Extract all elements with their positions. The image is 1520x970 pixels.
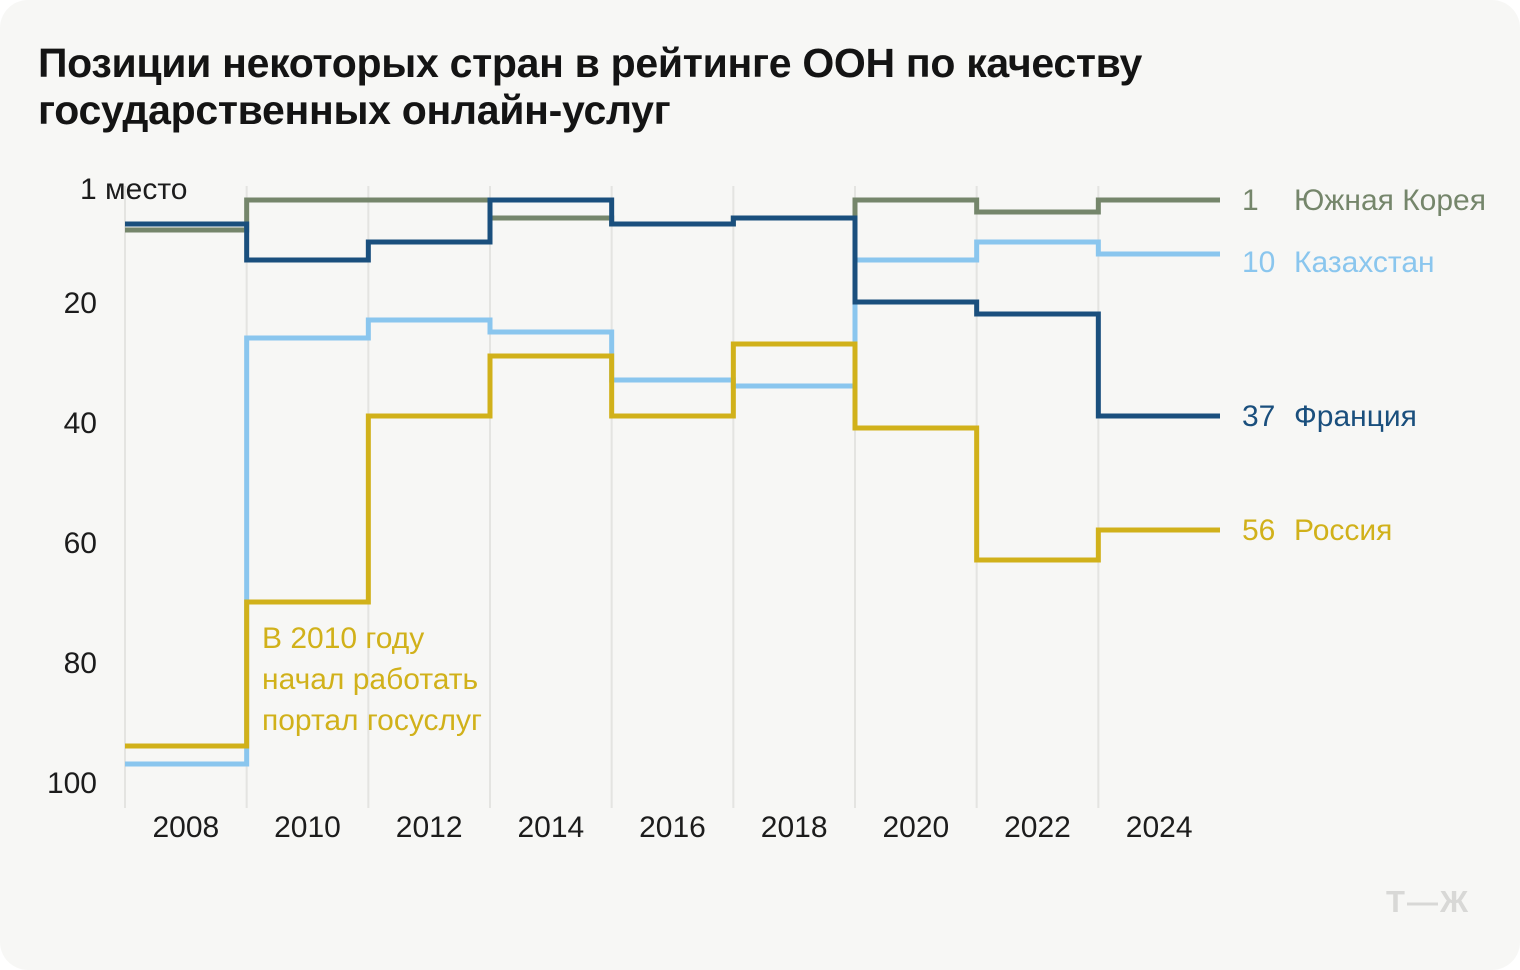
x-axis-tick: 2008 bbox=[152, 811, 220, 844]
x-axis-tick: 2022 bbox=[1004, 811, 1071, 844]
x-axis-tick: 2012 bbox=[395, 811, 463, 844]
series-end-rank: 1 bbox=[1242, 184, 1259, 217]
x-axis-tick: 2024 bbox=[1125, 811, 1193, 844]
logo-tj: Т—Ж bbox=[1386, 884, 1470, 919]
y-axis-tick: 100 bbox=[46, 767, 97, 800]
y-axis-tick: 60 bbox=[63, 527, 97, 560]
y-axis-tick: 80 bbox=[63, 647, 97, 680]
series-end-label-kazakhstan: 10 Казахстан bbox=[1242, 248, 1435, 278]
x-axis-tick: 2010 bbox=[274, 811, 341, 844]
series-end-rank: 56 bbox=[1242, 514, 1276, 547]
x-axis-tick: 2014 bbox=[517, 811, 585, 844]
series-end-rank: 10 bbox=[1242, 246, 1276, 279]
y-axis-tick: 1 место bbox=[80, 173, 188, 206]
x-axis-tick: 2020 bbox=[882, 811, 950, 844]
series-end-rank: 37 bbox=[1242, 400, 1276, 433]
chart-title: Позиции некоторых стран в рейтинге ООН п… bbox=[38, 40, 1143, 133]
y-axis-tick: 20 bbox=[63, 287, 97, 320]
x-axis-tick: 2018 bbox=[760, 811, 828, 844]
series-line-france bbox=[125, 197, 1220, 419]
annotation-portal-launch: В 2010 году начал работать портал госусл… bbox=[262, 622, 482, 737]
series-end-label-russia: 56 Россия bbox=[1242, 516, 1392, 546]
y-axis-tick: 40 bbox=[63, 407, 97, 440]
series-end-name: Казахстан bbox=[1294, 246, 1435, 279]
series-end-label-france: 37 Франция bbox=[1242, 402, 1417, 432]
series-end-name: Франция bbox=[1294, 400, 1417, 433]
series-line-russia bbox=[125, 341, 1220, 749]
x-axis-tick: 2016 bbox=[639, 811, 706, 844]
series-end-name: Россия bbox=[1294, 514, 1393, 547]
series-line-kazakhstan bbox=[125, 239, 1220, 767]
series-end-name: Южная Корея bbox=[1294, 184, 1486, 217]
series-end-label-south-korea: 1 Южная Корея bbox=[1242, 186, 1486, 216]
